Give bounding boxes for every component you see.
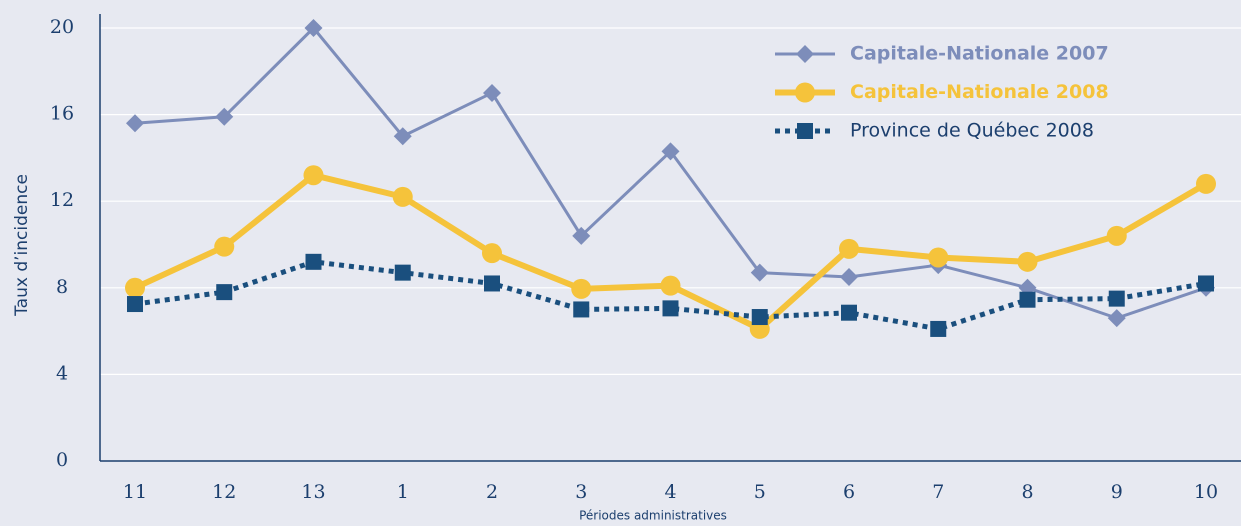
y-tick-label: 8 [56,276,68,298]
marker [1106,225,1127,246]
marker [216,284,233,301]
marker [394,264,411,281]
marker [1108,290,1125,307]
marker [1017,251,1038,272]
x-tick-label: 11 [123,481,147,503]
marker [1198,275,1214,292]
marker [483,83,501,102]
x-axis-label: Périodes administratives [579,509,727,523]
y-tick-label: 20 [50,16,74,38]
marker [1196,173,1216,194]
marker [571,278,592,299]
x-tick-label: 2 [486,481,498,503]
y-tick-label: 4 [56,362,68,384]
marker [839,238,859,259]
legend-label: Capitale-Nationale 2008 [850,81,1109,103]
y-axis-label: Taux d’incidence [12,174,32,317]
marker [840,267,858,286]
legend-label: Capitale-Nationale 2007 [850,43,1109,65]
marker [303,165,324,186]
marker [1019,291,1036,308]
marker [661,142,680,161]
x-tick-label: 4 [664,481,676,503]
x-tick-label: 6 [843,481,855,503]
x-tick-label: 9 [1111,481,1123,503]
marker [662,300,679,317]
marker [660,275,681,296]
marker [214,236,235,257]
marker [304,19,323,37]
y-tick-label: 0 [56,449,68,471]
marker [484,275,500,292]
legend-label: Province de Québec 2008 [850,120,1094,142]
series-line [134,26,1207,320]
marker [127,296,143,313]
marker [126,114,144,133]
x-tick-label: 1 [397,481,409,503]
x-tick-label: 8 [1021,481,1033,503]
x-tick-label: 12 [212,481,236,503]
marker [482,243,502,264]
marker [305,253,322,270]
marker [573,301,590,318]
y-tick-label: 12 [50,189,74,211]
marker [1107,309,1126,328]
y-tick-label: 16 [50,103,74,125]
marker [928,247,949,268]
marker [930,320,947,337]
marker [215,107,234,126]
x-tick-label: 10 [1194,481,1218,503]
x-tick-label: 5 [754,481,766,503]
marker [796,45,814,63]
marker [392,186,413,207]
x-tick-label: 13 [301,481,325,503]
marker [572,226,591,245]
marker [795,82,815,103]
marker [751,309,768,326]
x-tick-label: 7 [932,481,944,503]
marker [841,304,857,321]
marker [125,277,145,298]
marker [750,263,769,282]
x-tick-label: 3 [575,481,587,503]
marker [797,123,813,139]
marker [393,127,412,146]
